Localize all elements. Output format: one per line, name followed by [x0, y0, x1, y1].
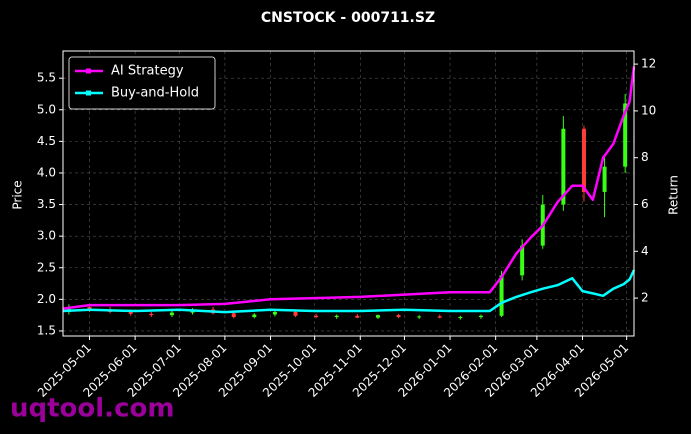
candle-body	[458, 317, 463, 319]
candle-body	[334, 315, 339, 318]
y2-axis-label: Return	[667, 175, 681, 215]
y-axis-label: Price	[11, 180, 25, 209]
candle-body	[231, 313, 236, 318]
candle-body	[272, 311, 277, 315]
chart-title: CNSTOCK - 000711.SZ	[261, 10, 435, 26]
candle-body	[581, 128, 586, 192]
watermark: uqtool.com	[10, 394, 174, 424]
candle-body	[623, 103, 628, 167]
candle-body	[561, 128, 566, 205]
y2-tick-label: 8	[641, 150, 649, 164]
return-line	[62, 66, 636, 310]
y2-tick-label: 6	[641, 197, 649, 211]
y2-tick-label: 12	[641, 57, 656, 71]
candle-body	[520, 245, 525, 276]
candle-body	[169, 312, 174, 316]
legend-marker	[86, 90, 91, 96]
candle-body	[437, 316, 442, 318]
candle-body	[396, 315, 401, 318]
candle-body	[252, 314, 257, 318]
y2-tick-label: 4	[641, 244, 649, 258]
candle-body	[87, 306, 92, 311]
legend-marker	[86, 68, 91, 74]
candle-body	[314, 315, 319, 318]
plot-frame	[62, 50, 635, 337]
y-tick-label: 4.0	[37, 165, 56, 179]
candle-body	[128, 311, 133, 314]
legend-box	[68, 56, 216, 110]
return-line	[62, 269, 636, 314]
candle-body	[602, 166, 607, 192]
legend-label: AI Strategy	[111, 64, 184, 79]
candle-body	[293, 311, 298, 316]
y-tick-label: 3.5	[37, 197, 56, 211]
y-tick-label: 2.5	[37, 260, 56, 274]
candle-body	[355, 315, 360, 318]
y2-tick-label: 2	[641, 291, 649, 305]
candle-body	[66, 306, 71, 312]
y-tick-label: 2.0	[37, 292, 56, 306]
y-tick-label: 3.0	[37, 229, 56, 243]
candle-body	[417, 316, 422, 318]
candle-body	[499, 275, 504, 316]
y2-tick-label: 10	[641, 103, 656, 117]
y-tick-label: 5.5	[37, 71, 56, 85]
candle-body	[478, 315, 483, 318]
candle-body	[149, 313, 154, 316]
candle-body	[375, 315, 380, 318]
legend-label: Buy-and-Hold	[111, 86, 199, 101]
y-tick-label: 1.5	[37, 323, 56, 337]
y-tick-label: 5.0	[37, 102, 56, 116]
y-tick-label: 4.5	[37, 134, 56, 148]
